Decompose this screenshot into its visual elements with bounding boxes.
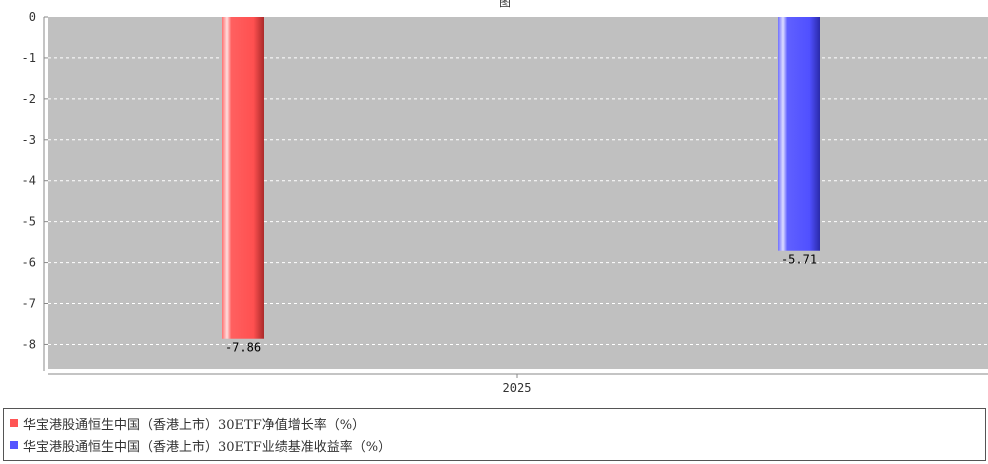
y-tick-label: -4 bbox=[22, 174, 36, 188]
y-tick-label: 0 bbox=[29, 10, 36, 24]
plot-area bbox=[48, 17, 988, 369]
legend-label: 华宝港股通恒生中国（香港上市）30ETF净值增长率（%） bbox=[23, 417, 366, 433]
x-tick-label: 2025 bbox=[503, 381, 532, 395]
legend-label: 华宝港股通恒生中国（香港上市）30ETF业绩基准收益率（%） bbox=[23, 439, 392, 455]
y-tick-label: -7 bbox=[22, 297, 36, 311]
bar-series-2[interactable] bbox=[778, 17, 820, 251]
legend-item-benchmark[interactable]: 华宝港股通恒生中国（香港上市）30ETF业绩基准收益率（%） bbox=[10, 435, 391, 455]
y-tick-label: -1 bbox=[22, 51, 36, 65]
bar-series-1[interactable] bbox=[222, 17, 264, 339]
y-tick-label: -6 bbox=[22, 256, 36, 270]
legend-item-nav-growth[interactable]: 华宝港股通恒生中国（香港上市）30ETF净值增长率（%） bbox=[10, 413, 365, 433]
y-tick-label: -2 bbox=[22, 92, 36, 106]
y-tick-label: -5 bbox=[22, 215, 36, 229]
legend-swatch-red bbox=[10, 419, 18, 427]
chart-title: 图 bbox=[499, 0, 511, 9]
data-label: -7.86 bbox=[225, 341, 261, 355]
legend: 华宝港股通恒生中国（香港上市）30ETF净值增长率（%） 华宝港股通恒生中国（香… bbox=[3, 408, 986, 461]
legend-swatch-blue bbox=[10, 441, 18, 449]
y-tick-label: -3 bbox=[22, 133, 36, 147]
y-tick-label: -8 bbox=[22, 337, 36, 351]
data-label: -5.71 bbox=[781, 253, 817, 267]
